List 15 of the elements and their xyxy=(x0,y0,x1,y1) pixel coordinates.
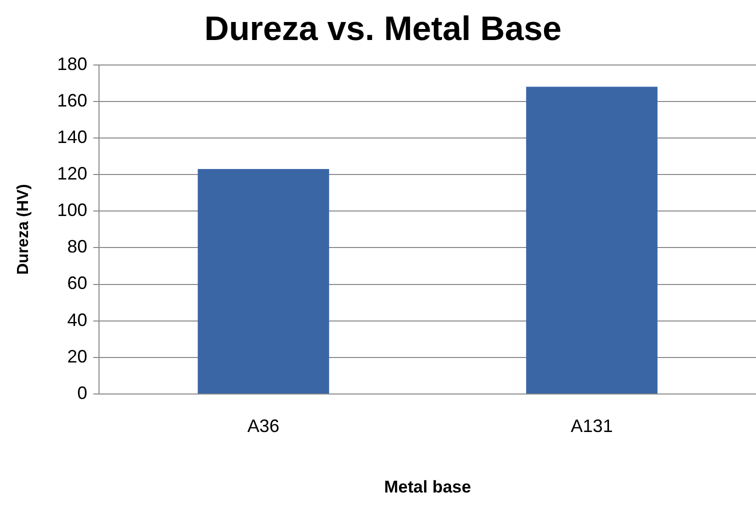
y-tick-label: 80 xyxy=(67,236,88,257)
x-tick-label: A131 xyxy=(570,416,613,436)
y-tick-label: 120 xyxy=(57,164,88,184)
y-tick-label: 100 xyxy=(57,200,88,220)
y-tick-label: 0 xyxy=(77,382,88,403)
chart-title: Dureza vs. Metal Base xyxy=(204,10,562,48)
y-axis-title: Dureza (HV) xyxy=(15,184,32,275)
x-tick-label: A36 xyxy=(247,416,280,436)
y-tick-label: 20 xyxy=(67,346,88,366)
y-tick-label: 180 xyxy=(57,54,88,74)
y-tick-label: 140 xyxy=(57,126,88,147)
y-tick-label: 60 xyxy=(67,273,88,294)
y-tick-label: 160 xyxy=(57,90,88,110)
y-tick-label: 40 xyxy=(67,310,88,330)
x-axis-title: Metal base xyxy=(384,477,472,496)
